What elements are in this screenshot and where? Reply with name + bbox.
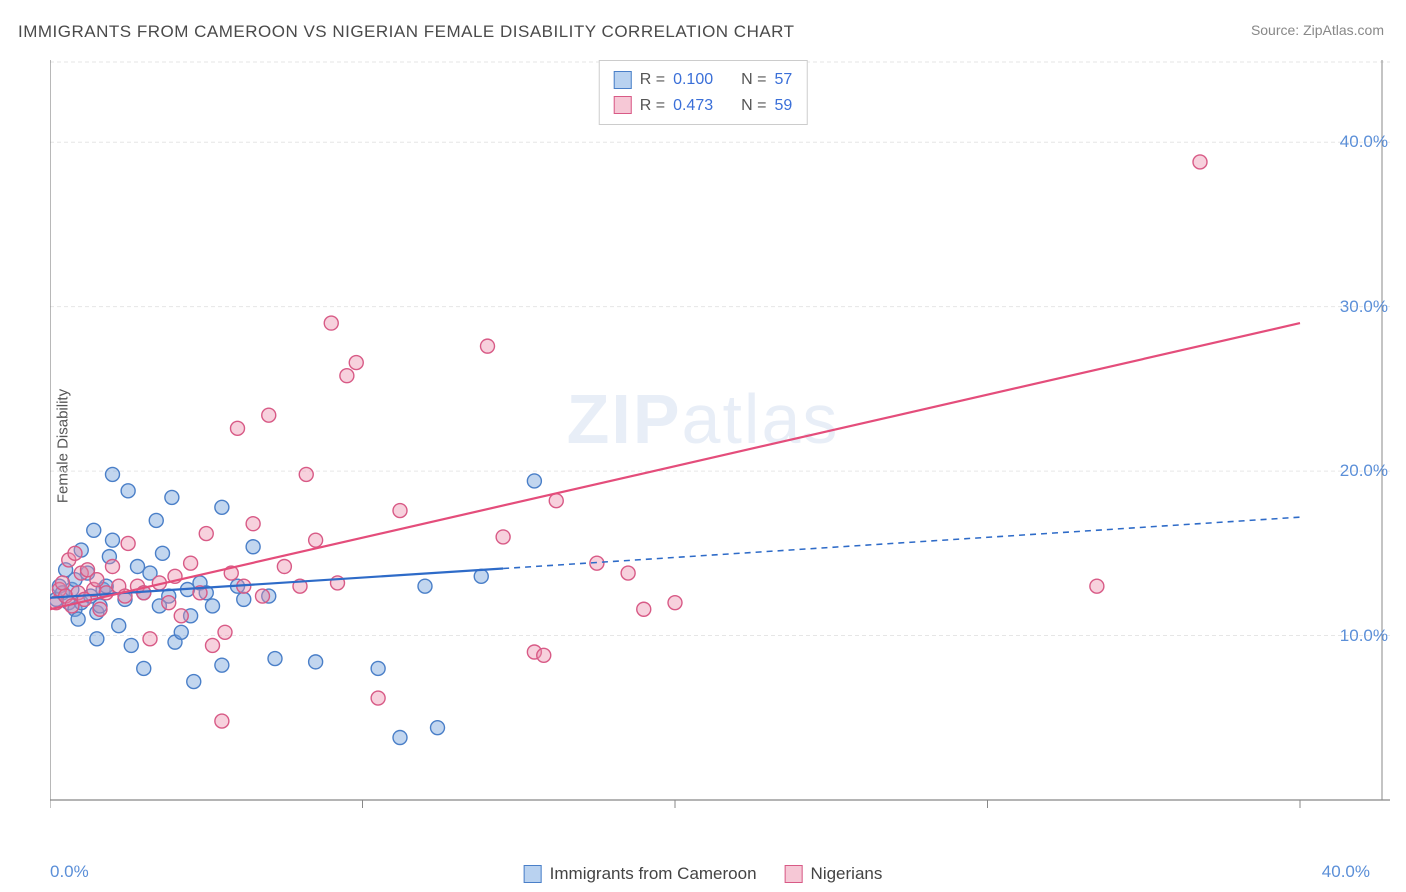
plot-svg bbox=[50, 60, 1390, 830]
legend-swatch-nigerians bbox=[785, 865, 803, 883]
legend-n-label: N = bbox=[741, 67, 766, 93]
legend-label-nigerians: Nigerians bbox=[811, 864, 883, 884]
y-tick-label: 20.0% bbox=[1340, 461, 1388, 481]
legend-r-value-nigerians: 0.473 bbox=[673, 93, 713, 119]
legend-swatch-nigerians bbox=[614, 96, 632, 114]
correlation-legend: R = 0.100 N = 57 R = 0.473 N = 59 bbox=[599, 60, 808, 125]
legend-swatch-cameroon bbox=[524, 865, 542, 883]
correlation-chart: IMMIGRANTS FROM CAMEROON VS NIGERIAN FEM… bbox=[0, 0, 1406, 892]
chart-title: IMMIGRANTS FROM CAMEROON VS NIGERIAN FEM… bbox=[18, 22, 795, 42]
source-link[interactable]: ZipAtlas.com bbox=[1303, 22, 1384, 38]
x-tick-label: 40.0% bbox=[1322, 862, 1370, 882]
source-prefix: Source: bbox=[1251, 22, 1303, 38]
legend-n-label: N = bbox=[741, 93, 766, 119]
legend-r-label: R = bbox=[640, 67, 665, 93]
y-tick-label: 40.0% bbox=[1340, 132, 1388, 152]
legend-r-value-cameroon: 0.100 bbox=[673, 67, 713, 93]
legend-item-cameroon: Immigrants from Cameroon bbox=[524, 864, 757, 884]
legend-n-value-nigerians: 59 bbox=[774, 93, 792, 119]
legend-swatch-cameroon bbox=[614, 71, 632, 89]
legend-r-label: R = bbox=[640, 93, 665, 119]
y-tick-label: 30.0% bbox=[1340, 297, 1388, 317]
x-tick-label: 0.0% bbox=[50, 862, 89, 882]
legend-n-value-cameroon: 57 bbox=[774, 67, 792, 93]
y-tick-label: 10.0% bbox=[1340, 626, 1388, 646]
series-legend: Immigrants from Cameroon Nigerians bbox=[524, 864, 883, 884]
legend-stat-row-nigerians: R = 0.473 N = 59 bbox=[614, 93, 793, 119]
legend-stat-row-cameroon: R = 0.100 N = 57 bbox=[614, 67, 793, 93]
legend-item-nigerians: Nigerians bbox=[785, 864, 883, 884]
legend-label-cameroon: Immigrants from Cameroon bbox=[550, 864, 757, 884]
source-attribution: Source: ZipAtlas.com bbox=[1251, 22, 1384, 38]
